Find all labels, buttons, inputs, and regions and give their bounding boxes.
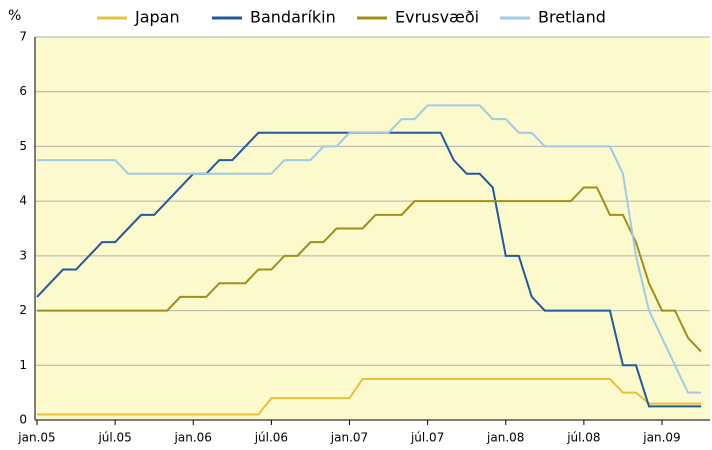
y-tick-label: 6 [19,84,27,98]
series-line [37,377,702,416]
x-tick-label: júl.06 [254,431,288,445]
x-tick-label: jan.05 [17,431,55,445]
x-tick-label: júl.08 [566,431,600,445]
legend-label: Bandaríkin [250,8,336,27]
legend-label: Japan [134,8,180,27]
y-tick-label: 3 [19,248,27,262]
y-tick-label: 4 [19,194,27,208]
x-tick-label: jan.08 [486,431,524,445]
y-tick-label: 7 [19,30,27,44]
series-line [37,186,702,353]
x-tick-label: jan.06 [174,431,212,445]
x-tick-label: júl.07 [410,431,444,445]
x-tick-label: júl.05 [97,431,131,445]
x-tick-label: jan.09 [642,431,680,445]
legend-label: Bretland [538,8,606,27]
legend-label: Evrusvæði [395,8,479,27]
series-line [37,104,702,394]
x-tick-label: jan.07 [330,431,368,445]
y-tick-label: 1 [19,358,27,372]
y-axis-label: % [8,8,21,24]
y-tick-label: 5 [19,139,27,153]
y-tick-label: 0 [19,413,27,427]
y-tick-label: 2 [19,303,27,317]
plot-background [35,37,710,420]
